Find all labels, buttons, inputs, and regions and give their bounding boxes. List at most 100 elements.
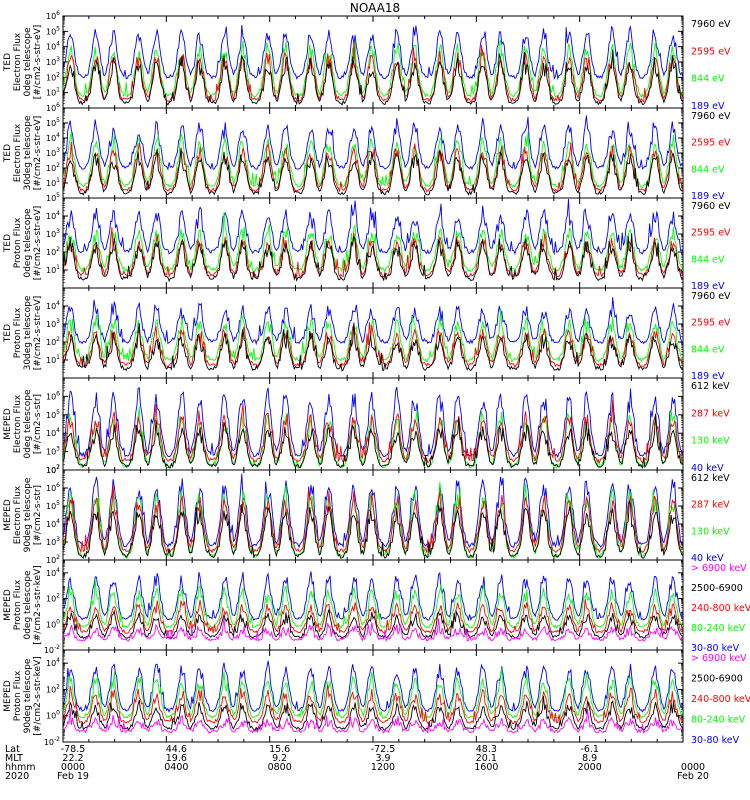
y-tick-label: 102 — [46, 162, 60, 173]
y-axis-label-line: [#/cm2-s-str-keV] — [33, 656, 43, 735]
series-line — [63, 618, 683, 643]
y-axis-label-line: Proton Flux — [13, 217, 23, 268]
footer-date-value: Feb 20 — [677, 771, 709, 782]
legend-entry: 7960 eV — [691, 201, 731, 212]
footer-lat-value: 15.6 — [269, 744, 290, 755]
series-line — [63, 413, 683, 470]
y-tick-label: 106 — [46, 482, 60, 493]
footer-row-label: MLT — [5, 753, 23, 764]
footer-lat-value: 44.6 — [166, 744, 187, 755]
y-axis-label-line: 0deg telescope — [23, 27, 33, 97]
legend-entry: 30-80 keV — [691, 735, 740, 746]
y-axis-label-line: Electron Flux — [13, 123, 23, 182]
legend-entry: 30-80 keV — [691, 643, 740, 654]
series-line — [63, 598, 683, 635]
series-line — [63, 131, 683, 189]
series-line — [63, 684, 683, 725]
y-axis-label-line: 90deg telescope — [23, 658, 33, 733]
footer-hhmm-value: 0000 — [61, 762, 85, 773]
footer-mlt-value: 20.1 — [476, 753, 497, 764]
y-axis-label-line: [#/cm2-s-str-eV] — [33, 296, 43, 371]
y-tick-label: 104 — [46, 41, 60, 52]
y-axis-label-line: [#/cm2-s-str-eV] — [33, 206, 43, 281]
y-tick-label: 103 — [46, 536, 60, 547]
legend-entry: 844 eV — [691, 254, 725, 265]
y-axis-label-line: TED — [3, 234, 13, 253]
y-tick-label: 102 — [46, 71, 60, 82]
footer-mlt-value: 8.9 — [582, 753, 597, 764]
footer-lat-value: -6.1 — [580, 744, 599, 755]
y-axis-label-line: Proton Flux — [13, 579, 23, 630]
panel-1: 101 102 103 104 105 106 TED Electron Flux 0deg t… — [3, 10, 731, 112]
legend-entry: 40 keV — [691, 463, 724, 474]
panel-frame — [62, 559, 684, 651]
y-axis-label-line: Electron Flux — [13, 394, 23, 453]
y-axis-label-line: 30deg telescope — [23, 115, 33, 190]
y-axis-label-line: [#/cm2-s-str] — [33, 485, 43, 545]
footer-lat-value: -78.5 — [61, 744, 86, 755]
y-tick-label: 100 — [46, 710, 60, 721]
legend-entry: 844 eV — [691, 74, 725, 85]
y-axis-label-line: MEPED — [3, 680, 13, 712]
footer-row-label: Lat — [5, 744, 20, 755]
series-line — [63, 708, 683, 735]
y-axis-label-line: 0deg telescope — [23, 389, 33, 459]
y-axis-label-line: TED — [3, 53, 13, 72]
footer-hhmm-value: 1600 — [474, 762, 498, 773]
y-tick-label: 103 — [46, 147, 60, 158]
series-line — [63, 399, 683, 464]
y-axis-label-line: 0deg telescope — [23, 208, 33, 278]
y-tick-label: 102 — [46, 554, 60, 565]
series-line — [63, 660, 683, 713]
panel-6: 102 103 104 105 106 107 MEPED Electron Flux 90de… — [3, 464, 730, 565]
y-tick-label: 103 — [46, 56, 60, 67]
y-axis-label-line: TED — [3, 144, 13, 163]
y-tick-label: 104 — [46, 657, 60, 668]
footer-mlt-value: 19.6 — [166, 753, 187, 764]
series-line — [63, 322, 683, 369]
legend-entry: 40 keV — [691, 553, 724, 564]
series-line — [63, 308, 683, 363]
panel-5: 102 103 104 105 106 MEPED Electron Flux 0deg te… — [3, 377, 730, 475]
y-axis-label-line: MEPED — [3, 408, 13, 440]
y-axis-label-line: Electron Flux — [13, 32, 23, 91]
legend-entry: 80-240 keV — [691, 623, 746, 634]
legend-entry: 240-800 keV — [691, 694, 750, 705]
y-axis-label-line: [#/cm2-s-str] — [33, 394, 43, 454]
series-line — [63, 484, 683, 554]
y-tick-label: 104 — [46, 132, 60, 143]
footer-hhmm-value: 0800 — [268, 762, 292, 773]
legend-entry: 7960 eV — [691, 111, 731, 122]
y-tick-label: 105 — [46, 500, 60, 511]
y-tick-label: 105 — [46, 25, 60, 36]
y-tick-label: 100 — [46, 618, 60, 629]
series-line — [63, 147, 683, 196]
y-tick-label: 105 — [46, 409, 60, 420]
legend-entry: 189 eV — [691, 191, 725, 202]
legend-entry: 612 keV — [691, 473, 730, 484]
y-tick-label: 103 — [46, 228, 60, 239]
legend-entry: 844 eV — [691, 344, 725, 355]
footer-row-label: hhmm — [5, 762, 36, 773]
legend-entry: > 6900 keV — [691, 653, 747, 664]
legend-entry: 2595 eV — [691, 228, 731, 239]
legend-entry: 2595 eV — [691, 138, 731, 149]
y-tick-label: 10-2 — [44, 736, 60, 747]
legend-entry: 287 keV — [691, 500, 730, 511]
y-axis-label-line: [#/cm2-s-str-eV] — [33, 116, 43, 191]
y-tick-label: 101 — [46, 177, 60, 188]
y-axis-label-line: TED — [3, 324, 13, 343]
y-axis-label-line: Proton Flux — [13, 670, 23, 721]
series-line — [63, 571, 683, 622]
legend-entry: 7960 eV — [691, 291, 731, 302]
legend-entry: 612 keV — [691, 381, 730, 392]
legend-entry: 7960 eV — [691, 19, 731, 30]
legend-entry: 844 eV — [691, 164, 725, 175]
y-axis-label-line: Proton Flux — [13, 307, 23, 358]
panel-7: 10-2 100 102 104 MEPED Proton Flux 0deg telesc… — [3, 559, 750, 655]
series-line — [63, 609, 683, 640]
y-axis-label-line: MEPED — [3, 499, 13, 531]
panel-frame — [62, 649, 684, 743]
y-tick-label: 102 — [46, 683, 60, 694]
legend-entry: 130 keV — [691, 526, 730, 537]
